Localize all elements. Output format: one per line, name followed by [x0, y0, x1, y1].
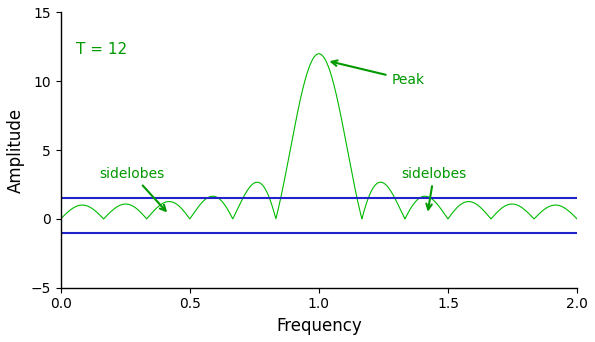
- Text: sidelobes: sidelobes: [99, 167, 165, 211]
- Text: sidelobes: sidelobes: [402, 167, 466, 210]
- Text: T = 12: T = 12: [76, 42, 127, 57]
- X-axis label: Frequency: Frequency: [276, 317, 362, 335]
- Y-axis label: Amplitude: Amplitude: [7, 107, 25, 193]
- Text: Peak: Peak: [331, 61, 424, 87]
